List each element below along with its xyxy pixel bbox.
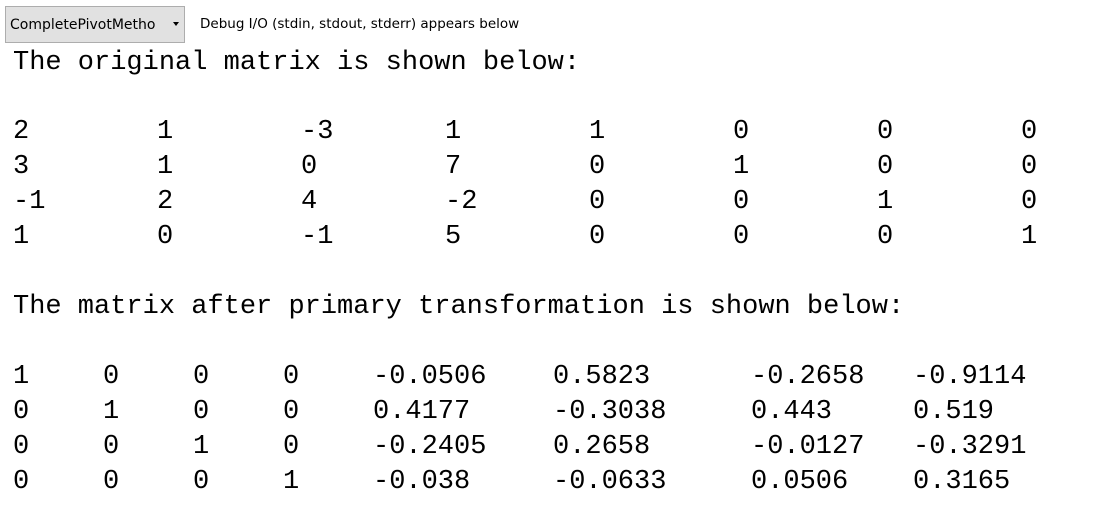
debug-io-label: Debug I/O (stdin, stdout, stderr) appear… xyxy=(200,16,520,32)
matrix-cell: 0 xyxy=(1021,152,1038,182)
matrix-cell: 0.4177 xyxy=(373,397,471,427)
matrix-cell: -0.0506 xyxy=(373,362,487,392)
matrix-cell: 0 xyxy=(103,362,120,392)
program-select-dropdown[interactable]: CompletePivotMetho xyxy=(5,6,185,43)
matrix-cell: 0 xyxy=(283,432,300,462)
matrix-cell: -0.3038 xyxy=(553,397,667,427)
matrix-cell: 1 xyxy=(157,152,174,182)
matrix-cell: 1 xyxy=(157,117,174,147)
console-output: The original matrix is shown below: 2 1 -3… xyxy=(0,48,1101,525)
matrix-cell: 0.443 xyxy=(751,397,833,427)
matrix-cell: 0 xyxy=(103,432,120,462)
matrix-cell: 0 xyxy=(193,467,210,497)
matrix-cell: -0.2405 xyxy=(373,432,487,462)
matrix-cell: 0 xyxy=(1021,117,1038,147)
matrix-cell: 1 xyxy=(193,432,210,462)
matrix-cell: 1 xyxy=(733,152,750,182)
matrix-cell: 0 xyxy=(283,362,300,392)
matrix-cell: 0.3165 xyxy=(913,467,1011,497)
matrix-cell: 1 xyxy=(103,397,120,427)
matrix-cell: 0 xyxy=(157,222,174,252)
matrix-cell: 0 xyxy=(13,397,30,427)
matrix-cell: 0 xyxy=(589,152,606,182)
matrix-cell: -2 xyxy=(445,187,478,217)
matrix-cell: -0.3291 xyxy=(913,432,1027,462)
matrix-cell: 0 xyxy=(301,152,318,182)
matrix-cell: 3 xyxy=(13,152,30,182)
matrix-cell: -0.038 xyxy=(373,467,471,497)
matrix-cell: 7 xyxy=(445,152,462,182)
matrix-cell: -0.0633 xyxy=(553,467,667,497)
heading-original-matrix: The original matrix is shown below: xyxy=(13,48,581,78)
matrix-cell: 1 xyxy=(877,187,894,217)
matrix-cell: 0 xyxy=(589,187,606,217)
matrix-cell: 0 xyxy=(193,362,210,392)
matrix-cell: 0.5823 xyxy=(553,362,651,392)
matrix-cell: 0 xyxy=(13,467,30,497)
matrix-cell: 1 xyxy=(13,222,30,252)
matrix-cell: -0.9114 xyxy=(913,362,1027,392)
matrix-cell: -0.0127 xyxy=(751,432,865,462)
matrix-cell: 0 xyxy=(877,117,894,147)
matrix-cell: 4 xyxy=(301,187,318,217)
matrix-cell: 1 xyxy=(1021,222,1038,252)
matrix-cell: -3 xyxy=(301,117,334,147)
matrix-cell: 0 xyxy=(193,397,210,427)
matrix-cell: 1 xyxy=(445,117,462,147)
matrix-cell: 1 xyxy=(283,467,300,497)
matrix-cell: 0.0506 xyxy=(751,467,849,497)
matrix-cell: 0 xyxy=(1021,187,1038,217)
matrix-cell: 1 xyxy=(13,362,30,392)
matrix-cell: 0 xyxy=(589,222,606,252)
matrix-cell: 2 xyxy=(13,117,30,147)
matrix-cell: 0 xyxy=(733,187,750,217)
chevron-down-icon[interactable] xyxy=(173,22,179,26)
matrix-cell: 0.519 xyxy=(913,397,995,427)
matrix-cell: 0 xyxy=(733,117,750,147)
matrix-cell: -1 xyxy=(301,222,334,252)
matrix-cell: -1 xyxy=(13,187,46,217)
matrix-cell: 2 xyxy=(157,187,174,217)
toolbar: CompletePivotMetho Debug I/O (stdin, std… xyxy=(0,0,1101,50)
dropdown-selected-value: CompletePivotMetho xyxy=(10,16,156,33)
matrix-cell: 1 xyxy=(589,117,606,147)
matrix-cell: -0.2658 xyxy=(751,362,865,392)
matrix-cell: 0 xyxy=(13,432,30,462)
matrix-cell: 0.2658 xyxy=(553,432,651,462)
matrix-cell: 0 xyxy=(283,397,300,427)
matrix-cell: 0 xyxy=(733,222,750,252)
matrix-cell: 0 xyxy=(877,152,894,182)
matrix-cell: 0 xyxy=(877,222,894,252)
matrix-cell: 5 xyxy=(445,222,462,252)
heading-transformed-matrix: The matrix after primary transformation … xyxy=(13,292,905,322)
matrix-cell: 0 xyxy=(103,467,120,497)
